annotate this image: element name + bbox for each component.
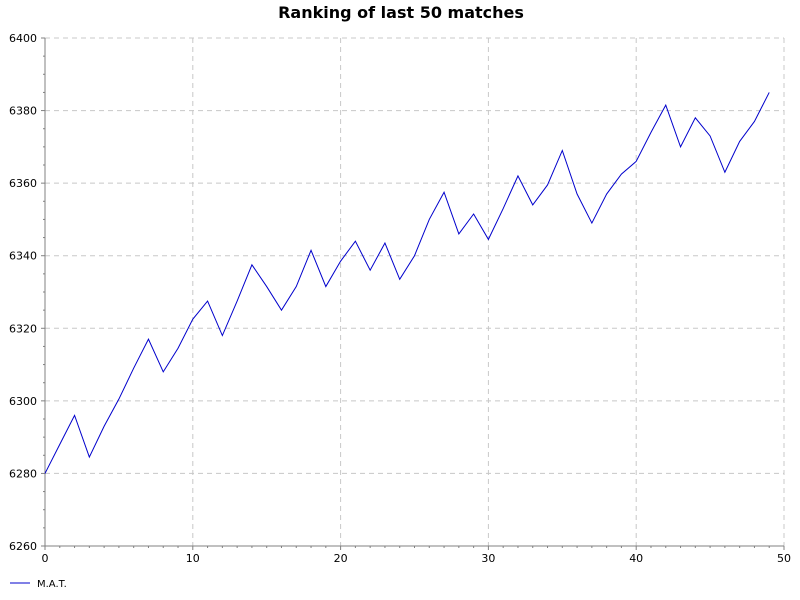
x-tick-label: 40: [629, 552, 643, 565]
y-tick-label: 6260: [9, 540, 37, 553]
y-tick-label: 6340: [9, 250, 37, 263]
x-tick-label: 30: [481, 552, 495, 565]
x-tick-label: 50: [777, 552, 791, 565]
y-tick-label: 6280: [9, 467, 37, 480]
legend: M.A.T.: [10, 579, 67, 590]
y-tick-label: 6380: [9, 105, 37, 118]
axes: 0 10 20 30 40 50 6260 6280 6300 6320 6340 6360 6380 6…: [9, 32, 791, 565]
chart-title: Ranking of last 50 matches: [278, 3, 524, 22]
series-layer: [44, 92, 770, 474]
grid-lines: [45, 37, 785, 546]
y-tick-label: 6400: [9, 32, 37, 45]
y-tick-label: 6360: [9, 177, 37, 190]
y-tick-label: 6300: [9, 395, 37, 408]
series-line: [44, 92, 770, 474]
x-tick-label: 10: [186, 552, 200, 565]
legend-label: M.A.T.: [37, 579, 67, 590]
x-tick-label: 0: [42, 552, 49, 565]
x-tick-label: 20: [334, 552, 348, 565]
y-tick-label: 6320: [9, 322, 37, 335]
